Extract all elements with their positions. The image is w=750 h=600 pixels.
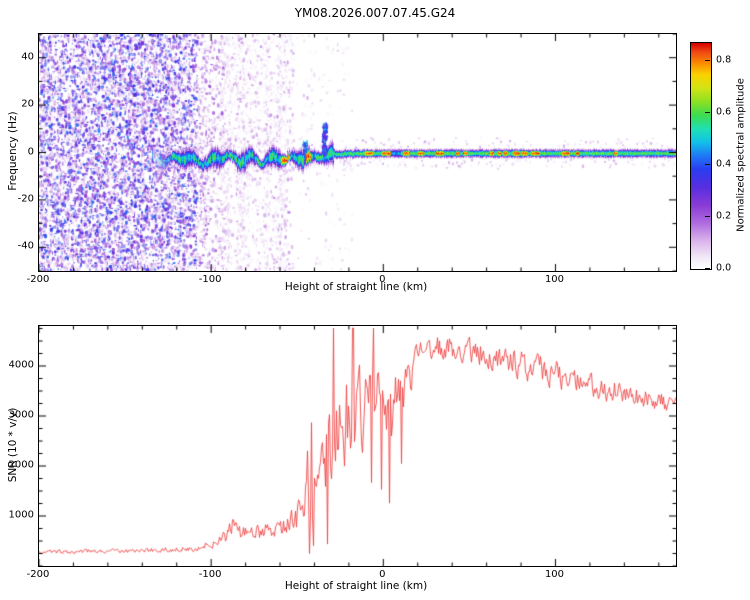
colorbar-tick-mark bbox=[705, 112, 710, 113]
colorbar-tick-mark bbox=[705, 216, 710, 217]
colorbar-tick-mark bbox=[705, 268, 710, 269]
y-tick-label: 20 bbox=[21, 98, 34, 110]
x-tick-label: -200 bbox=[26, 569, 50, 580]
colorbar-tick-label: 0.6 bbox=[716, 106, 732, 118]
y-tick-label: -40 bbox=[17, 240, 34, 252]
snr-x-axis-label: Height of straight line (km) bbox=[284, 580, 428, 592]
x-tick-label: 0 bbox=[379, 274, 386, 285]
colorbar-tick-label: 0.0 bbox=[716, 262, 732, 274]
colorbar-label: Normalized spectral amplitude bbox=[735, 78, 747, 232]
figure-title: YM08.2026.007.07.45.G24 bbox=[294, 6, 456, 20]
x-tick-label: 100 bbox=[544, 274, 565, 285]
y-tick-label: 1000 bbox=[8, 509, 34, 521]
colorbar-tick-label: 0.2 bbox=[716, 210, 732, 222]
colorbar bbox=[690, 42, 712, 270]
colorbar-tick-mark bbox=[705, 60, 710, 61]
y-tick-label: -20 bbox=[17, 193, 34, 205]
colorbar-tick-mark bbox=[705, 164, 710, 165]
spectrogram-panel bbox=[38, 33, 677, 272]
x-tick-label: 0 bbox=[379, 569, 386, 580]
y-tick-label: 4000 bbox=[8, 359, 34, 371]
x-tick-label: 100 bbox=[544, 569, 565, 580]
colorbar-tick-label: 0.4 bbox=[716, 158, 732, 170]
x-tick-label: -100 bbox=[198, 569, 222, 580]
snr-panel bbox=[38, 325, 677, 567]
x-tick-label: -200 bbox=[26, 274, 50, 285]
y-tick-label: 3000 bbox=[8, 409, 34, 421]
x-tick-label: -100 bbox=[198, 274, 222, 285]
snr-plot bbox=[39, 326, 676, 566]
spectrogram-y-axis-label: Frequency (Hz) bbox=[7, 111, 19, 191]
colorbar-tick-label: 0.8 bbox=[716, 54, 732, 66]
spectrogram-plot bbox=[39, 34, 676, 271]
y-tick-label: 2000 bbox=[8, 459, 34, 471]
y-tick-label: 40 bbox=[21, 51, 34, 63]
y-tick-label: 0 bbox=[27, 146, 34, 157]
spectrogram-x-axis-label: Height of straight line (km) bbox=[284, 281, 428, 293]
